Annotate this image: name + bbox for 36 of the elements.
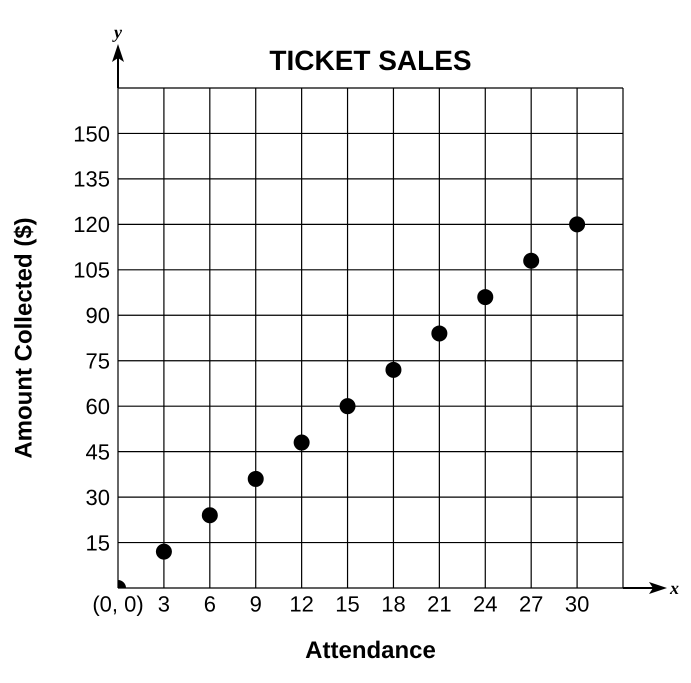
point — [523, 252, 540, 269]
x-tick-label: 12 — [289, 592, 314, 617]
y-tick-label: 120 — [73, 212, 110, 238]
x-tick-label: 15 — [335, 592, 360, 617]
y-tick-label: 135 — [73, 166, 110, 192]
y-axis-title: Amount Collected ($) — [10, 217, 38, 459]
y-tick-label: 150 — [73, 121, 110, 146]
point — [569, 216, 586, 232]
x-tick-label: 27 — [518, 592, 544, 617]
x-tick-label: 30 — [564, 592, 590, 617]
x-tick-label: 3 — [158, 592, 170, 617]
x-tick-label: 18 — [381, 592, 406, 617]
point — [340, 398, 356, 414]
y-tick-label: 30 — [86, 484, 110, 510]
x-tick-label: 21 — [427, 592, 452, 617]
chart-title: TICKET SALES — [269, 45, 472, 76]
x-tick-label: 24 — [473, 592, 498, 617]
point — [431, 325, 448, 342]
point — [202, 507, 218, 524]
point — [385, 362, 402, 378]
y-tick-label: 60 — [86, 394, 110, 419]
point — [294, 434, 310, 451]
x-tick-label: 9 — [250, 592, 262, 617]
x-axis-title: Attendance — [305, 637, 436, 664]
y-tick-label: 75 — [86, 348, 110, 374]
point — [156, 544, 172, 560]
x-tick-label: 6 — [204, 592, 216, 617]
text: x — [669, 578, 679, 598]
y-tick-label: 105 — [73, 258, 110, 283]
point — [248, 470, 264, 487]
y-tick-label: 90 — [86, 303, 110, 328]
text: y — [112, 22, 123, 42]
x-tick-label: (0, 0) — [92, 592, 144, 617]
y-tick-label: 45 — [86, 439, 110, 464]
point — [477, 289, 494, 306]
y-tick-label: 15 — [86, 530, 110, 556]
